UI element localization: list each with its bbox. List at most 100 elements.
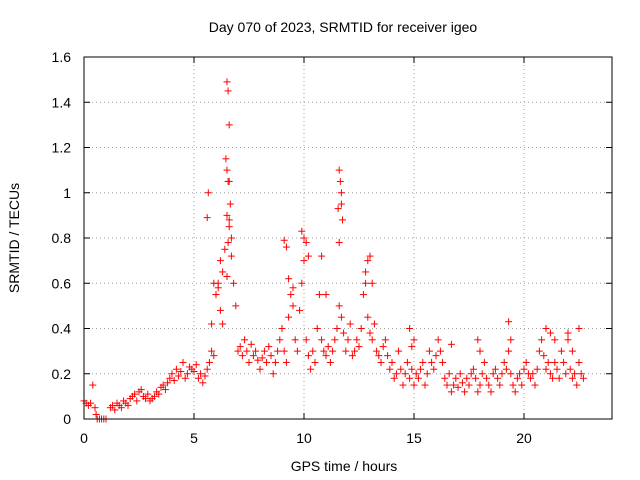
- data-point: [557, 347, 565, 355]
- data-point: [562, 370, 570, 378]
- data-point: [333, 325, 341, 332]
- data-point: [159, 381, 167, 389]
- data-point: [412, 370, 420, 378]
- data-point: [293, 347, 301, 355]
- x-tick-label: 0: [80, 430, 88, 446]
- data-point: [230, 279, 238, 287]
- data-point: [335, 302, 343, 310]
- data-point: [144, 390, 152, 398]
- data-point: [362, 279, 370, 287]
- data-point: [540, 352, 548, 360]
- y-tick-label: 0: [63, 411, 71, 427]
- data-point: [256, 365, 264, 373]
- data-point: [204, 189, 212, 197]
- data-point: [324, 343, 332, 351]
- data-point: [390, 374, 398, 382]
- data-point: [197, 370, 205, 378]
- data-point: [381, 336, 389, 344]
- data-point: [564, 336, 572, 344]
- data-point: [511, 388, 519, 396]
- data-point: [111, 406, 119, 414]
- data-point: [243, 347, 251, 355]
- data-points: [80, 78, 587, 423]
- data-point: [260, 347, 268, 355]
- data-point: [131, 390, 139, 398]
- data-point: [355, 343, 363, 351]
- data-point: [366, 252, 374, 260]
- data-point: [309, 347, 317, 355]
- data-point: [285, 275, 293, 283]
- data-point: [421, 381, 429, 389]
- data-point: [300, 257, 308, 265]
- y-tick-label: 1: [63, 185, 71, 201]
- data-point: [208, 347, 216, 355]
- data-point: [320, 347, 328, 355]
- data-point: [212, 291, 220, 299]
- data-point: [370, 320, 378, 328]
- y-tick-label: 1.6: [52, 49, 72, 65]
- data-point: [315, 291, 323, 299]
- data-point: [544, 358, 552, 366]
- data-point: [342, 347, 350, 355]
- data-point: [494, 374, 502, 382]
- data-point: [564, 329, 572, 337]
- data-point: [474, 388, 482, 396]
- data-point: [137, 386, 145, 394]
- data-point: [408, 365, 416, 373]
- data-point: [203, 214, 211, 222]
- data-point: [410, 336, 418, 344]
- data-point: [223, 78, 231, 86]
- data-point: [573, 381, 581, 389]
- data-point: [183, 370, 191, 378]
- data-point: [377, 358, 385, 366]
- data-point: [335, 239, 343, 247]
- data-point: [491, 365, 499, 373]
- data-point: [254, 356, 262, 364]
- data-point: [379, 343, 387, 351]
- grid-lines: [84, 57, 612, 419]
- data-point: [549, 374, 557, 382]
- data-point: [194, 374, 202, 382]
- data-point: [575, 325, 583, 332]
- data-point: [434, 336, 442, 344]
- x-tick-label: 20: [516, 430, 532, 446]
- data-point: [529, 370, 537, 378]
- data-point: [311, 358, 319, 366]
- data-point: [485, 381, 493, 389]
- data-point: [276, 336, 284, 344]
- data-point: [542, 325, 550, 332]
- data-point: [225, 177, 233, 185]
- data-point: [227, 252, 235, 260]
- data-point: [560, 358, 568, 366]
- data-point: [476, 381, 484, 389]
- data-point: [551, 358, 559, 366]
- data-point: [252, 347, 260, 355]
- data-point: [192, 361, 200, 369]
- x-tick-label: 15: [406, 430, 422, 446]
- data-point: [296, 306, 304, 314]
- data-point: [280, 347, 288, 355]
- data-point: [177, 367, 185, 375]
- data-point: [109, 401, 117, 409]
- data-point: [91, 404, 99, 412]
- data-point: [403, 358, 411, 366]
- data-point: [461, 388, 469, 396]
- data-point: [408, 343, 416, 351]
- data-point: [577, 370, 585, 378]
- data-point: [531, 381, 539, 389]
- data-point: [472, 374, 480, 382]
- data-point: [467, 370, 475, 378]
- data-point: [469, 365, 477, 373]
- data-point: [304, 352, 312, 360]
- data-point: [436, 347, 444, 355]
- data-point: [304, 252, 312, 260]
- data-point: [458, 379, 466, 387]
- data-point: [489, 370, 497, 378]
- data-point: [238, 352, 246, 360]
- data-point: [566, 365, 574, 373]
- data-point: [331, 336, 339, 344]
- data-point: [280, 236, 288, 244]
- data-point: [282, 358, 290, 366]
- data-point: [199, 379, 207, 387]
- data-point: [337, 189, 345, 197]
